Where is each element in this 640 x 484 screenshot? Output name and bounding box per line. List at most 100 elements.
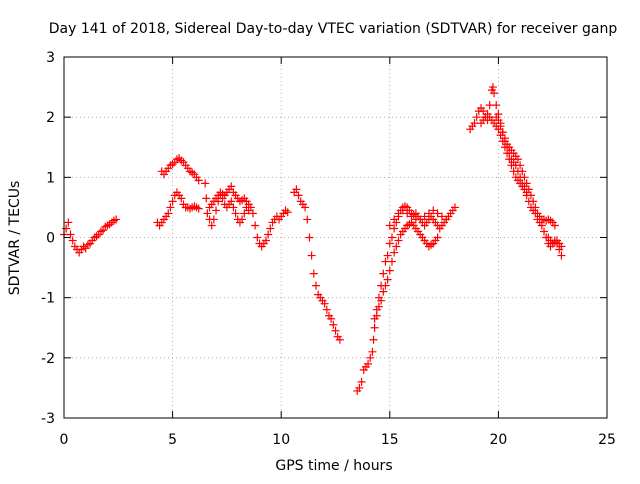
data-point — [301, 203, 310, 212]
data-point — [68, 236, 77, 245]
data-point — [390, 224, 399, 233]
data-point — [368, 347, 377, 356]
data-point — [168, 197, 177, 206]
data-point — [379, 269, 388, 278]
x-tick-label: 20 — [489, 432, 507, 448]
data-point — [327, 314, 336, 323]
data-point — [366, 353, 375, 362]
data-point — [227, 182, 236, 191]
data-point — [433, 233, 442, 242]
data-point — [472, 113, 481, 122]
data-point — [392, 242, 401, 251]
data-point — [424, 209, 433, 218]
data-point — [492, 101, 501, 110]
y-tick-label: 1 — [46, 170, 55, 186]
data-point — [370, 314, 379, 323]
data-point — [379, 287, 388, 296]
data-point — [370, 323, 379, 332]
data-point — [429, 206, 438, 215]
data-point — [320, 299, 329, 308]
data-point — [557, 251, 566, 260]
data-point — [194, 204, 203, 213]
data-point — [394, 209, 403, 218]
data-point — [507, 161, 516, 170]
data-point — [194, 176, 203, 185]
data-point — [209, 215, 218, 224]
plot-frame — [63, 56, 608, 419]
data-point — [112, 215, 121, 224]
data-point — [385, 266, 394, 275]
data-point — [550, 221, 559, 230]
data-point — [248, 209, 257, 218]
data-point — [433, 209, 442, 218]
x-tick-label: 10 — [272, 432, 290, 448]
data-point — [416, 215, 425, 224]
y-tick-label: -1 — [41, 291, 55, 307]
data-point — [377, 281, 386, 290]
data-point — [557, 242, 566, 251]
data-point — [494, 116, 503, 125]
data-point — [238, 215, 247, 224]
data-point — [490, 89, 499, 98]
data-point — [294, 191, 303, 200]
data-point — [524, 185, 533, 194]
data-point — [420, 212, 429, 221]
data-point — [240, 209, 249, 218]
data-point — [509, 167, 518, 176]
data-point — [307, 251, 316, 260]
x-tick-label: 0 — [60, 432, 69, 448]
data-point — [253, 233, 262, 242]
data-point — [309, 269, 318, 278]
y-tick-label: 3 — [46, 50, 55, 66]
data-point — [442, 215, 451, 224]
x-tick-label: 5 — [168, 432, 177, 448]
x-axis-label: GPS time / hours — [275, 458, 392, 474]
data-point — [407, 212, 416, 221]
data-point — [203, 209, 212, 218]
data-point — [520, 173, 529, 182]
data-point — [403, 209, 412, 218]
data-point — [450, 203, 459, 212]
data-point — [385, 239, 394, 248]
data-points — [60, 83, 566, 395]
y-tick-label: -2 — [41, 351, 55, 367]
data-point — [201, 179, 210, 188]
data-point — [305, 233, 314, 242]
data-point — [166, 203, 175, 212]
data-point — [212, 206, 221, 215]
data-point — [231, 209, 240, 218]
data-point — [505, 155, 514, 164]
data-point — [177, 194, 186, 203]
data-point — [227, 197, 236, 206]
data-point — [64, 218, 73, 227]
data-point — [372, 305, 381, 314]
data-point — [66, 230, 75, 239]
data-point — [202, 194, 211, 203]
y-axis-label: SDTVAR / TECUs — [7, 181, 23, 296]
data-point — [385, 221, 394, 230]
data-point — [513, 155, 522, 164]
data-point — [531, 203, 540, 212]
axis-ticks — [63, 56, 608, 419]
data-point — [529, 197, 538, 206]
data-point — [229, 203, 238, 212]
data-point — [246, 203, 255, 212]
data-point — [387, 233, 396, 242]
data-point — [355, 383, 364, 392]
data-point — [522, 179, 531, 188]
data-point — [437, 212, 446, 221]
y-tick-label: 2 — [46, 110, 55, 126]
data-point — [164, 209, 173, 218]
data-point — [516, 161, 525, 170]
data-point — [251, 221, 260, 230]
data-point — [540, 227, 549, 236]
data-point — [292, 185, 301, 194]
data-point — [261, 236, 270, 245]
data-point — [383, 275, 392, 284]
data-point — [381, 257, 390, 266]
data-point — [364, 359, 373, 368]
data-point — [207, 221, 216, 230]
data-point — [500, 134, 509, 143]
